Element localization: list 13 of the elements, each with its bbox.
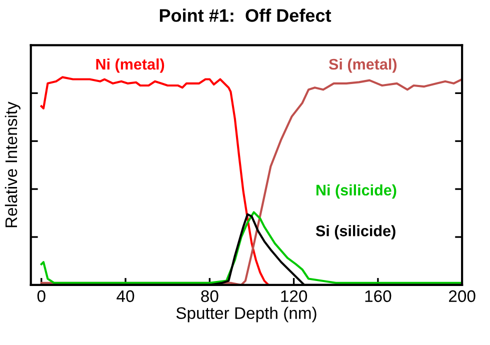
chart-title: Point #1: Off Defect (160, 8, 332, 22)
x-tick-label: 120 (281, 290, 308, 302)
x-tick-label: 200 (449, 290, 476, 302)
series-label: Ni (metal) (96, 58, 164, 73)
text: Si (silicide) (316, 225, 396, 240)
y-axis-title: Relative Intensity (4, 102, 20, 228)
x-tick-label: 0 (37, 290, 46, 302)
x-tick-label: 80 (201, 290, 218, 302)
text: Ni (silicide) (316, 184, 396, 199)
series-label: Si (metal) (328, 58, 397, 73)
x-tick-label: 160 (365, 290, 392, 302)
x-tick-label: 40 (116, 290, 134, 302)
x-axis-title: Sputter Depth (nm) (176, 306, 316, 322)
